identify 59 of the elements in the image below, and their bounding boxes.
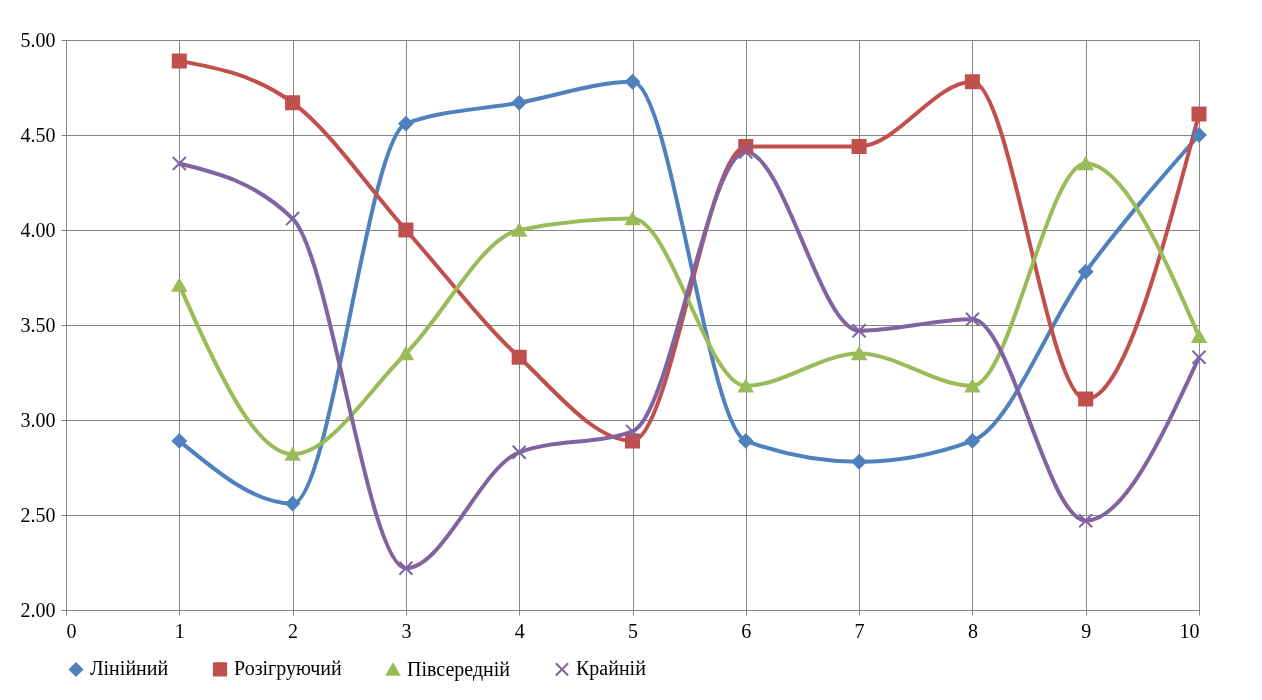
y-tick-label: 2.00 [20,598,56,621]
x-tick-label: 10 [1179,619,1200,642]
legend-label: Розігруючий [234,657,342,681]
point [1078,513,1094,529]
point [1078,156,1094,171]
point [285,447,301,461]
point [851,346,867,361]
point [1191,106,1207,122]
x-tick-label: 1 [174,619,185,642]
point [511,95,527,111]
x-tick-label: 6 [741,619,752,642]
point [285,496,301,512]
x-tick-label: 3 [401,619,412,642]
x-tick-label: 0 [66,619,77,642]
point [511,349,527,365]
legend-label: Півсередній [407,657,511,681]
point [398,346,414,361]
x-tick-label: 9 [1081,619,1092,642]
y-tick-label: 3.50 [20,313,56,336]
point [511,444,527,460]
x-tick-label: 2 [288,619,299,642]
point [398,560,414,576]
y-tick-label: 5.00 [20,28,56,51]
point [851,454,867,470]
point [964,379,980,393]
point [851,138,867,154]
point [1078,391,1094,407]
point [285,95,301,111]
point [624,74,641,90]
point [398,222,414,238]
point [1191,349,1207,365]
point [851,323,867,339]
x-tick-label: 8 [967,619,978,642]
y-tick-label: 3.00 [20,408,56,431]
point [398,116,414,132]
y-tick-label: 4.00 [20,218,56,241]
legend-label: Лінійний [90,657,169,680]
y-tick-label: 4.50 [20,123,56,146]
point [964,433,980,449]
x-tick-label: 7 [854,619,865,642]
y-tick-label: 2.50 [20,503,56,526]
point [171,433,187,449]
point [1078,264,1094,280]
point [964,74,980,90]
x-tick-label: 5 [628,619,638,642]
legend-label: Крайній [576,657,647,681]
point [624,423,641,439]
point [171,155,187,172]
point [1191,329,1207,344]
point [171,278,187,292]
point [738,433,754,449]
point [738,144,754,160]
point [738,379,754,393]
point [1191,127,1207,143]
point [624,211,641,226]
x-tick-label: 4 [514,619,525,642]
point [511,223,527,237]
point [171,53,187,69]
point [964,311,980,327]
